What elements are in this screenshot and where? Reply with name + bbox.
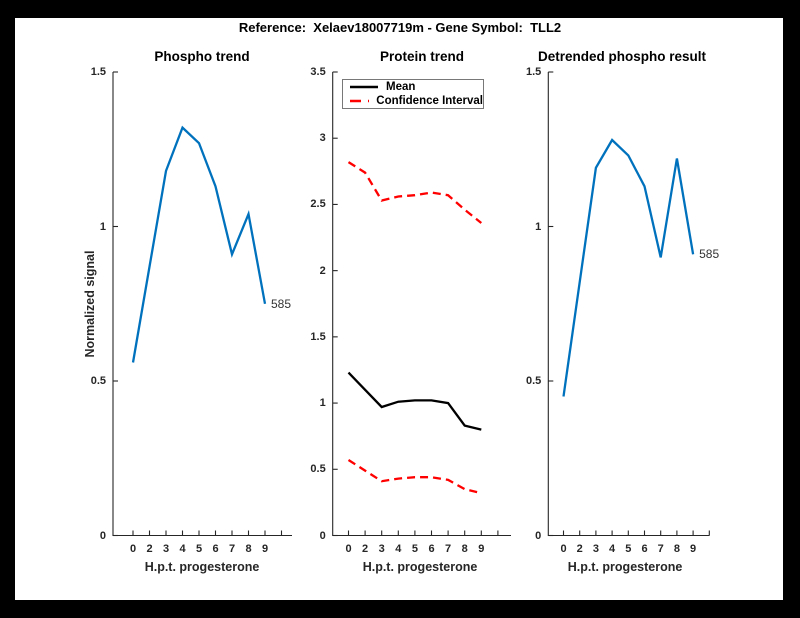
x-tick-label: 5 [411, 543, 418, 555]
x-tick-label: 3 [592, 543, 599, 555]
x-tick-label: 4 [395, 543, 402, 555]
chart2-x-axis-label: H.p.t. progesterone [362, 560, 478, 574]
x-tick-label: 2 [362, 543, 369, 555]
figure-suptitle: Reference: Xelaev18007719m - Gene Symbol… [238, 20, 562, 35]
y-tick-label: 1.5 [90, 66, 106, 78]
chart1-title: Phospho trend [154, 49, 250, 64]
legend-mean-label: Mean [386, 81, 416, 94]
y-tick-label: 0 [535, 529, 542, 542]
y-tick-label: 3.5 [310, 66, 326, 78]
x-tick-label: 4 [179, 543, 186, 555]
legend-entry-confidence-interval: Confidence Interval [349, 94, 483, 107]
x-tick-label: 2 [576, 543, 583, 555]
x-tick-label: 0 [345, 543, 352, 555]
chart3-x-axis-label: H.p.t. progesterone [567, 560, 683, 574]
chart1-endpoint-label: 585 [271, 296, 292, 311]
x-tick-label: 9 [478, 543, 485, 555]
y-tick-label: 0 [319, 529, 326, 542]
legend-confidence-interval-label: Confidence Interval [376, 94, 483, 107]
series-confidence-interval-upper [347, 161, 483, 224]
legend-entry-mean: Mean [349, 81, 483, 94]
x-tick-label: 6 [641, 543, 648, 555]
y-tick-label: 0.5 [310, 463, 326, 476]
x-tick-label: 2 [146, 543, 153, 555]
axes-spines [547, 72, 710, 537]
x-tick-label: 7 [228, 543, 236, 555]
x-tick-label: 0 [129, 543, 137, 555]
x-tick-label: 8 [461, 543, 468, 555]
chart1-x-axis-label: H.p.t. progesterone [144, 560, 260, 574]
legend-mean-line-sample [350, 85, 378, 89]
x-tick-label: 8 [673, 543, 680, 555]
y-tick-label: 1.5 [526, 66, 542, 78]
x-tick-label: 7 [657, 543, 664, 555]
y-tick-label: 0.5 [90, 375, 106, 387]
axes-spines [332, 72, 511, 537]
legend-confidence-interval-line-sample [350, 99, 370, 103]
y-tick-label: 0.5 [526, 375, 542, 387]
x-tick-label: 4 [609, 543, 616, 555]
x-tick-label: 7 [445, 543, 452, 555]
y-tick-label: 1 [535, 220, 542, 233]
y-tick-label: 2.5 [310, 198, 326, 211]
x-tick-label: 3 [378, 543, 385, 555]
chart1-y-axis-label: Normalized signal [83, 250, 97, 358]
series-confidence-interval-lower [347, 459, 482, 495]
x-tick-label: 9 [261, 543, 269, 555]
x-tick-label: 6 [212, 543, 219, 555]
x-tick-label: 5 [195, 543, 203, 555]
chart3-title: Detrended phospho result [537, 49, 706, 64]
x-tick-label: 8 [245, 543, 252, 555]
y-tick-label: 2 [319, 264, 326, 277]
chart2-title: Protein trend [379, 49, 464, 64]
y-tick-label: 1 [319, 397, 326, 410]
y-tick-label: 1.5 [310, 330, 326, 343]
x-tick-label: 6 [428, 543, 435, 555]
y-tick-label: 1 [99, 220, 106, 233]
x-tick-label: 3 [162, 543, 170, 555]
y-tick-label: 0 [99, 529, 106, 542]
series-detrended-phospho [562, 138, 695, 397]
x-tick-label: 9 [690, 543, 697, 555]
chart3-endpoint-label: 585 [699, 247, 720, 262]
x-tick-label: 0 [560, 543, 567, 555]
x-tick-label: 5 [625, 543, 632, 555]
y-tick-label: 3 [319, 132, 326, 145]
series-mean [347, 371, 482, 431]
legend-box: Mean Confidence Interval [342, 79, 484, 109]
series-phospho-signal [131, 125, 267, 363]
